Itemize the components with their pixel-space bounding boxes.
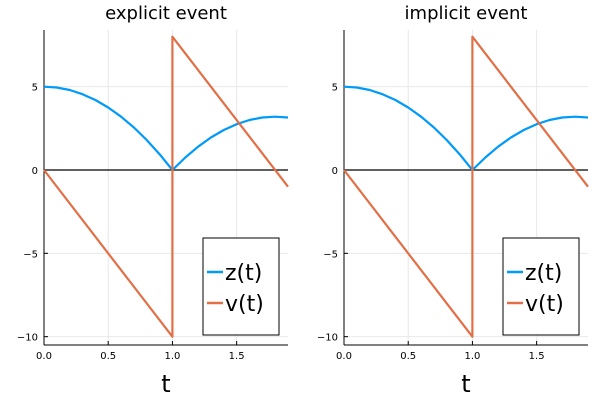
series-line-v [343, 35, 589, 338]
y-tick-label: −5 [323, 249, 338, 260]
chart-title: explicit event [105, 3, 227, 24]
legend-label: z(t) [525, 261, 562, 286]
y-tick-label: −5 [23, 249, 38, 260]
legend-box [202, 237, 280, 336]
series-line-z [343, 85, 589, 172]
legend: z(t) v(t) [502, 237, 580, 336]
subplot-implicit-event: 0.0 0.5 1.0 1.5 −10 −5 0 5 implicit event t z(t) v(… [317, 3, 589, 398]
legend-label: v(t) [225, 292, 264, 317]
legend: z(t) v(t) [202, 237, 280, 336]
x-tick-label: 1.0 [464, 351, 480, 362]
chart-title: implicit event [405, 3, 528, 24]
y-tick-label: 5 [332, 83, 338, 94]
y-tick-label: −10 [317, 333, 338, 344]
x-tick-label: 1.0 [164, 351, 180, 362]
y-tick-label: 0 [32, 166, 38, 177]
y-tick-label: −10 [17, 333, 38, 344]
series-line-v [43, 35, 289, 338]
x-tick-label: 0.0 [336, 351, 352, 362]
x-tick-label: 0.0 [36, 351, 52, 362]
x-tick-label: 1.5 [529, 351, 545, 362]
x-tick-label: 1.5 [229, 351, 245, 362]
x-axis-label: t [161, 370, 170, 398]
y-tick-label: 0 [332, 166, 338, 177]
legend-label: z(t) [225, 261, 262, 286]
legend-label: v(t) [525, 292, 564, 317]
subplot-explicit-event: 0.0 0.5 1.0 1.5 −10 −5 0 5 explicit event t z(t) v(… [17, 3, 289, 398]
x-axis-label: t [461, 370, 470, 398]
series-line-z [43, 85, 289, 172]
y-tick-label: 5 [32, 83, 38, 94]
x-tick-label: 0.5 [400, 351, 416, 362]
x-tick-label: 0.5 [100, 351, 116, 362]
legend-box [502, 237, 580, 336]
